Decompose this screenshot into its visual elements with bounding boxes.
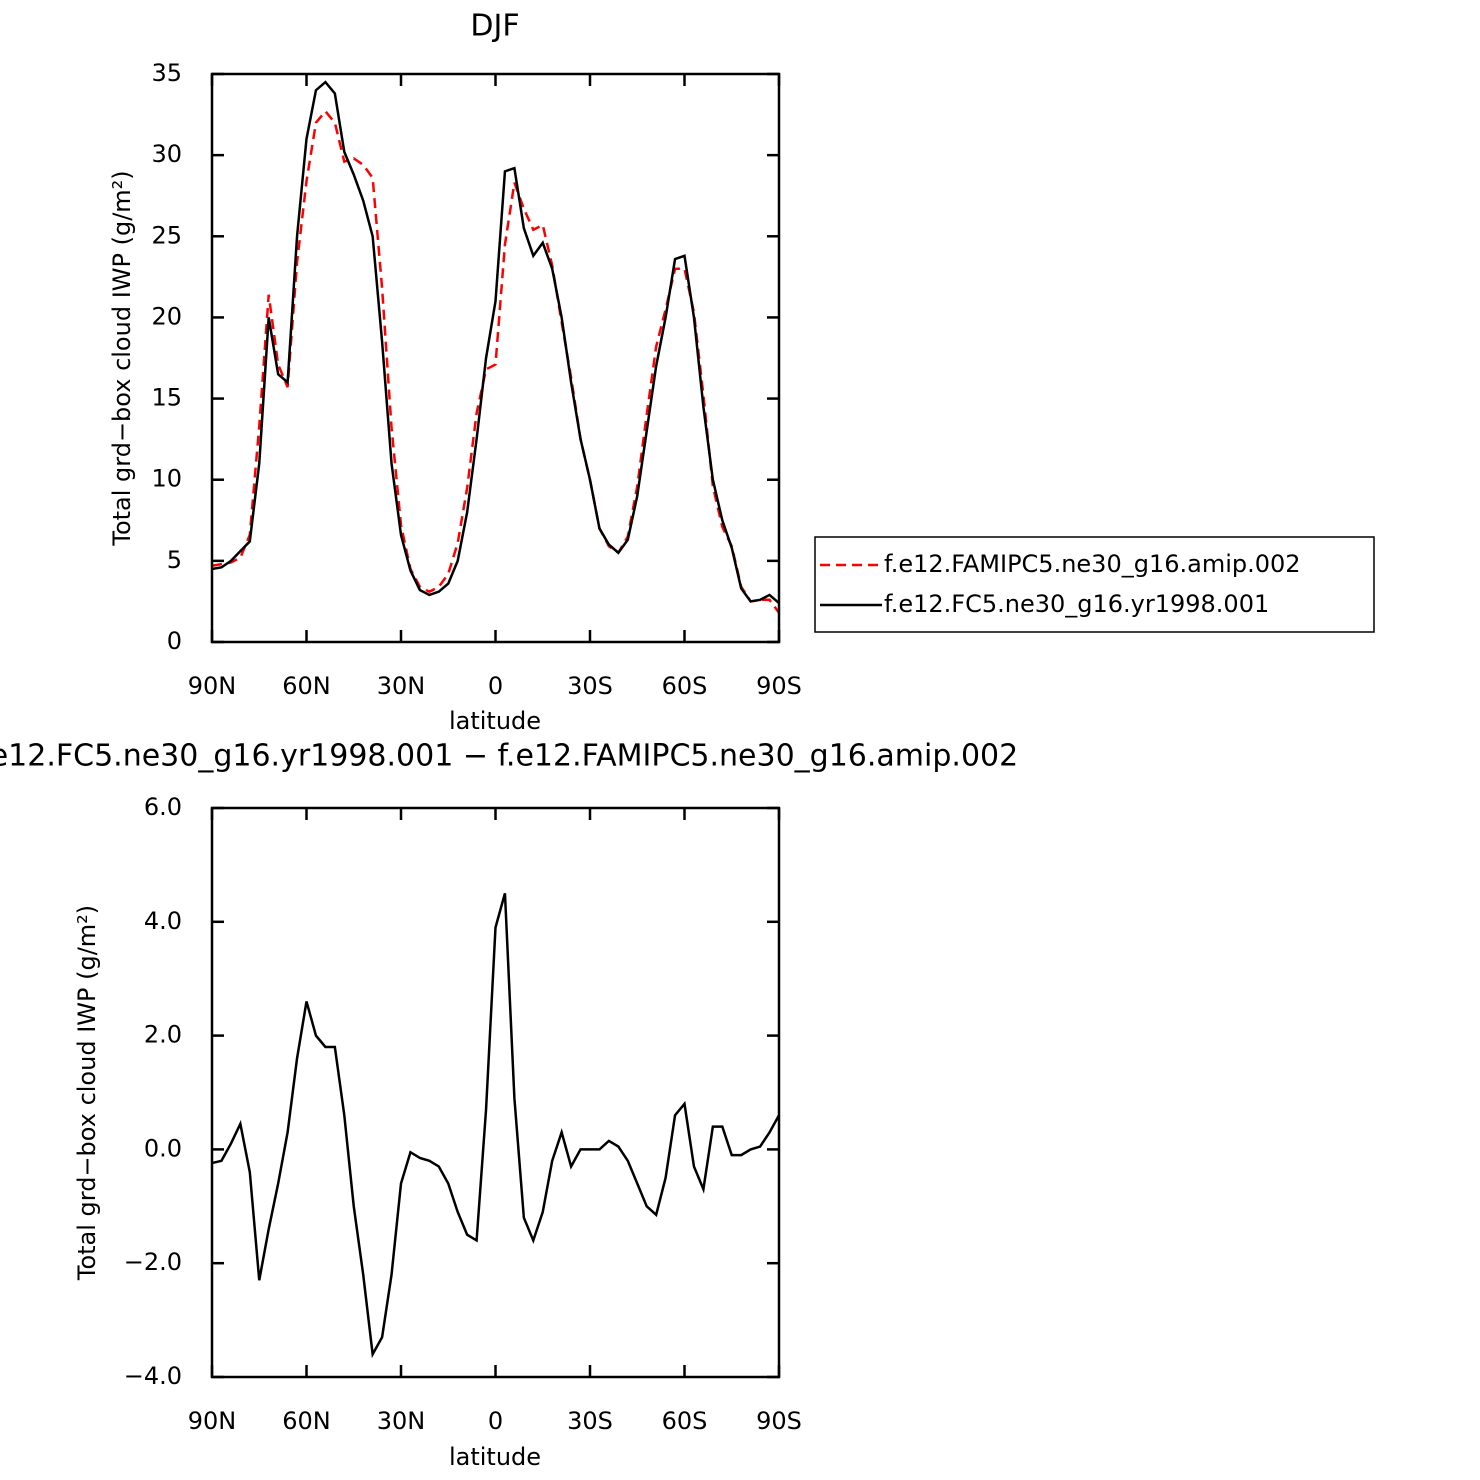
y-axis-label: Total grd−box cloud IWP (g/m²) <box>108 170 136 546</box>
data-line <box>211 893 781 1359</box>
y-tick-label: 25 <box>151 221 182 249</box>
x-tick-label: 30N <box>377 1407 426 1435</box>
y-tick-label: 20 <box>151 302 182 330</box>
chart-title: DJF <box>470 9 519 44</box>
y-tick-label: 0 <box>167 627 182 655</box>
x-axis-label: latitude <box>449 707 541 735</box>
y-tick-label: 35 <box>151 59 182 87</box>
data-line <box>211 109 781 614</box>
y-tick-label: 6.0 <box>144 793 182 821</box>
y-tick-label: 5 <box>167 546 182 574</box>
x-tick-label: 30S <box>567 1407 613 1435</box>
plot-frame <box>210 72 781 644</box>
x-tick-label: 90S <box>756 672 802 700</box>
x-tick-label: 0 <box>488 672 503 700</box>
y-axis-label: Total grd−box cloud IWP (g/m²) <box>73 905 101 1281</box>
x-tick-label: 0 <box>488 1407 503 1435</box>
x-tick-label: 60N <box>282 1407 331 1435</box>
y-tick-label: 30 <box>151 140 182 168</box>
x-tick-label: 90N <box>188 1407 237 1435</box>
y-tick-label: 0.0 <box>144 1134 182 1162</box>
x-tick-label: 30S <box>567 672 613 700</box>
y-tick-label: 4.0 <box>144 907 182 935</box>
x-tick-label: 30N <box>377 672 426 700</box>
plot-frame <box>210 806 781 1379</box>
data-line <box>211 80 780 604</box>
x-tick-label: 90N <box>188 672 237 700</box>
legend-label: f.e12.FAMIPC5.ne30_g16.amip.002 <box>884 550 1301 578</box>
y-tick-label: −4.0 <box>124 1362 182 1390</box>
x-tick-label: 60S <box>662 672 708 700</box>
legend-box <box>814 536 1375 633</box>
x-tick-label: 60S <box>662 1407 708 1435</box>
y-tick-label: 2.0 <box>144 1021 182 1049</box>
x-tick-label: 60N <box>282 672 331 700</box>
chart-title: f.e12.FC5.ne30_g16.yr1998.001 − f.e12.FA… <box>0 739 1018 774</box>
y-tick-label: 10 <box>151 465 182 493</box>
y-tick-label: 15 <box>151 384 182 412</box>
x-axis-label: latitude <box>449 1443 541 1471</box>
legend-label: f.e12.FC5.ne30_g16.yr1998.001 <box>884 590 1269 618</box>
x-tick-label: 90S <box>756 1407 802 1435</box>
y-tick-label: −2.0 <box>124 1248 182 1276</box>
